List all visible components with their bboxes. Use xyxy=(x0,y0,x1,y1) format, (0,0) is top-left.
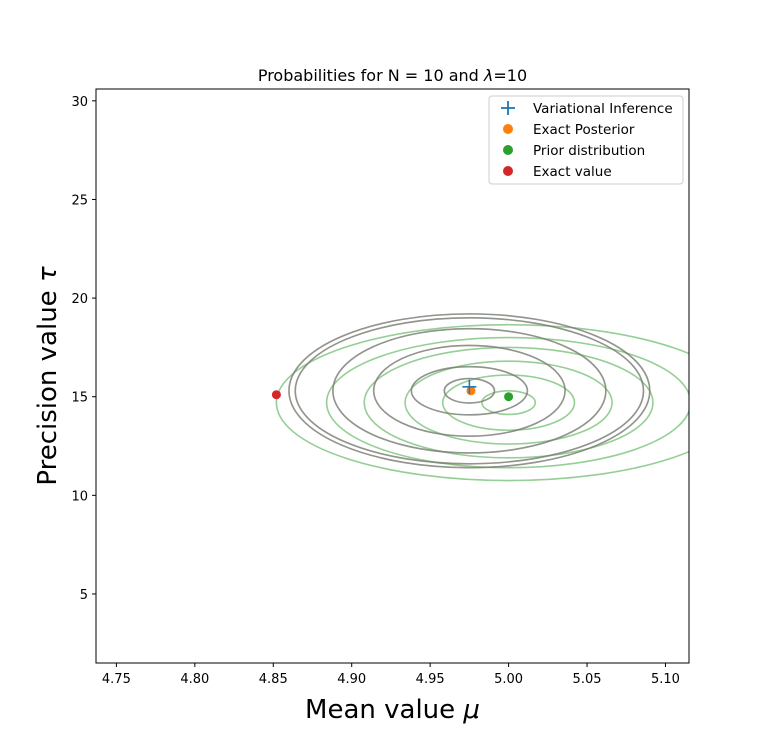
x-axis-label-text: Mean value xyxy=(305,695,463,725)
legend-entry: Exact value xyxy=(503,164,612,180)
chart-title: Probabilities for N = 10 and λ=10 xyxy=(258,66,527,85)
legend: Variational Inference Exact Posterior Prio… xyxy=(488,95,684,185)
prior-contour-2 xyxy=(404,360,613,445)
x-tick-label: 5.00 xyxy=(494,672,523,687)
x-axis-label-symbol: μ xyxy=(462,695,480,725)
legend-marker-circle xyxy=(503,124,513,134)
variational-inference-point xyxy=(462,379,477,394)
legend-label: Exact value xyxy=(533,164,612,180)
variational-contour-3 xyxy=(332,327,607,454)
y-tick-label: 25 xyxy=(71,193,88,208)
variational-contour-2 xyxy=(372,344,566,437)
variational-contour-0 xyxy=(443,377,496,404)
title-suffix: =10 xyxy=(493,66,527,85)
y-tick-label: 15 xyxy=(71,391,88,406)
x-tick-label: 4.85 xyxy=(259,672,288,687)
prior-distribution-point xyxy=(504,392,514,402)
legend-label: Variational Inference xyxy=(533,101,673,117)
x-tick-label: 5.05 xyxy=(573,672,602,687)
y-axis-label: Precision value τ xyxy=(33,266,63,486)
prior-contour-4 xyxy=(325,336,689,469)
plot-frame xyxy=(95,88,690,664)
y-tick-label: 20 xyxy=(71,292,88,307)
x-tick-label: 4.80 xyxy=(180,672,209,687)
prior-contour-1 xyxy=(441,374,576,432)
variational-contour-5 xyxy=(288,313,651,469)
exact-value-point xyxy=(271,390,281,400)
x-axis-ticks: 4.75 4.80 4.85 4.90 4.95 5.00 5.05 5.10 xyxy=(102,663,680,687)
x-tick-label: 4.90 xyxy=(337,672,366,687)
legend-entry: Variational Inference xyxy=(501,101,673,117)
y-tick-label: 10 xyxy=(71,489,88,504)
contour-lines xyxy=(275,313,689,482)
prior-contour-3 xyxy=(363,346,654,459)
legend-entry: Prior distribution xyxy=(503,143,645,159)
legend-marker-circle xyxy=(503,166,513,176)
title-symbol: λ xyxy=(483,66,493,85)
x-tick-label: 4.75 xyxy=(102,672,131,687)
variational-contour-1 xyxy=(410,365,529,416)
legend-marker-circle xyxy=(503,145,513,155)
x-tick-label: 4.95 xyxy=(416,672,445,687)
legend-box xyxy=(488,95,684,185)
legend-marker-plus xyxy=(501,101,515,115)
prior-contour-5 xyxy=(275,323,689,482)
y-tick-label: 5 xyxy=(80,588,88,603)
prior-contour-0 xyxy=(481,389,537,416)
legend-entry: Exact Posterior xyxy=(503,122,635,138)
legend-label: Prior distribution xyxy=(533,143,645,159)
x-tick-label: 5.10 xyxy=(651,672,680,687)
title-prefix: Probabilities for N = 10 and xyxy=(258,66,484,85)
y-axis-ticks: 5 10 15 20 25 30 xyxy=(71,95,96,603)
y-axis-label-text: Precision value xyxy=(33,282,63,486)
y-tick-label: 30 xyxy=(71,95,88,110)
scatter-points xyxy=(271,379,514,402)
y-axis-label-symbol: τ xyxy=(33,266,63,282)
legend-label: Exact Posterior xyxy=(533,122,635,138)
variational-contour-4 xyxy=(294,317,645,465)
x-axis-label: Mean value μ xyxy=(305,695,480,725)
